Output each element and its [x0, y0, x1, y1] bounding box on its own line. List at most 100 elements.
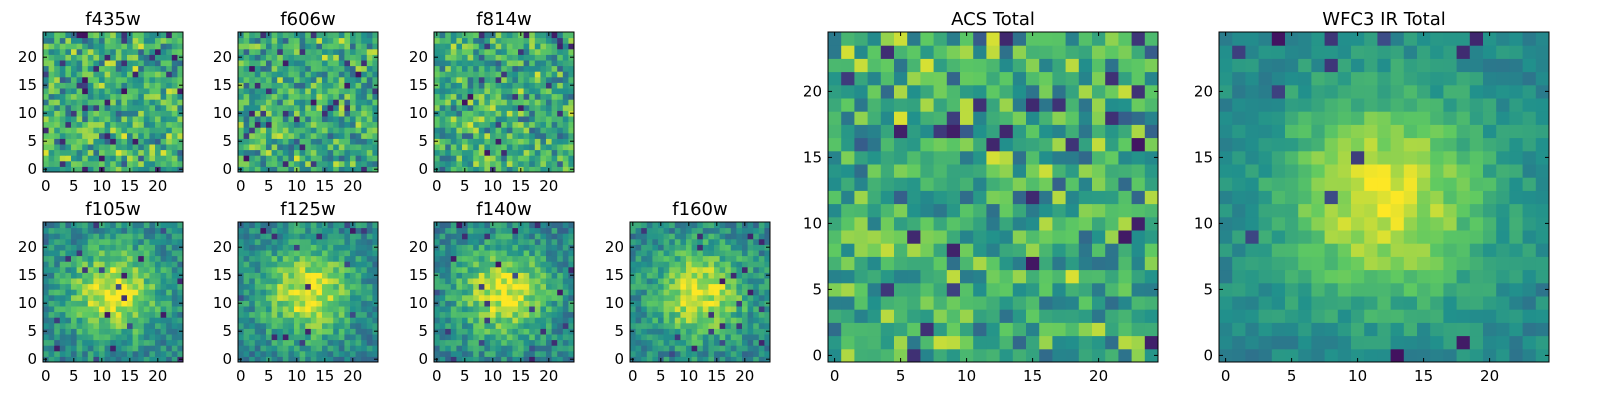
- heatmap-cell: [43, 289, 50, 296]
- heatmap-cell: [266, 289, 273, 296]
- heatmap-cell: [54, 155, 61, 162]
- heatmap-cell: [171, 300, 178, 307]
- heatmap-cell: [160, 88, 167, 95]
- heatmap-cell: [361, 356, 368, 363]
- heatmap-cell: [484, 266, 491, 273]
- heatmap-cell: [249, 334, 256, 341]
- heatmap-cell: [132, 144, 139, 151]
- heatmap-cell: [155, 322, 162, 329]
- heatmap-cell: [630, 238, 637, 245]
- heatmap-cell: [730, 278, 737, 285]
- heatmap-cell: [171, 71, 178, 78]
- heatmap-cell: [143, 339, 150, 346]
- heatmap-cell: [316, 334, 323, 341]
- heatmap-cell: [456, 250, 463, 257]
- heatmap-cell: [254, 322, 261, 329]
- heatmap-cell: [327, 37, 334, 44]
- heatmap-cell: [260, 88, 267, 95]
- heatmap-cell: [1078, 322, 1093, 337]
- heatmap-cell: [327, 250, 334, 257]
- heatmap-cell: [506, 132, 513, 139]
- heatmap-cell: [93, 250, 100, 257]
- heatmap-cell: [719, 311, 726, 318]
- heatmap-cell: [288, 132, 295, 139]
- heatmap-cell: [48, 278, 55, 285]
- heatmap-cell: [473, 132, 480, 139]
- heatmap-cell: [540, 121, 547, 128]
- heatmap-cell: [350, 48, 357, 55]
- heatmap-cell: [338, 244, 345, 251]
- heatmap-cell: [434, 339, 441, 346]
- heatmap-cell: [71, 311, 78, 318]
- heatmap-cell: [495, 160, 502, 167]
- heatmap-cell: [478, 356, 485, 363]
- heatmap-cell: [946, 269, 961, 284]
- heatmap-cell: [467, 272, 474, 279]
- heatmap-cell: [518, 99, 525, 106]
- y-tick-label: 10: [18, 104, 37, 122]
- heatmap-cell: [361, 43, 368, 50]
- heatmap-cell: [316, 93, 323, 100]
- heatmap-cell: [288, 104, 295, 111]
- heatmap-cell: [282, 311, 289, 318]
- heatmap-cell: [730, 306, 737, 313]
- heatmap-cell: [254, 300, 261, 307]
- heatmap-cell: [450, 144, 457, 151]
- heatmap-cell: [467, 289, 474, 296]
- heatmap-cell: [456, 60, 463, 67]
- heatmap-cell: [143, 289, 150, 296]
- heatmap-cell: [322, 272, 329, 279]
- heatmap-cell: [557, 289, 564, 296]
- heatmap-cell: [540, 238, 547, 245]
- heatmap-cell: [518, 272, 525, 279]
- heatmap-cell: [439, 160, 446, 167]
- heatmap-cell: [445, 345, 452, 352]
- heatmap-cell: [277, 261, 284, 268]
- heatmap-cell: [473, 138, 480, 145]
- heatmap-cell: [76, 289, 83, 296]
- heatmap-cell: [534, 238, 541, 245]
- heatmap-cell: [540, 222, 547, 229]
- heatmap-cell: [714, 255, 721, 262]
- heatmap-cell: [76, 82, 83, 89]
- heatmap-cell: [254, 311, 261, 318]
- heatmap-cell: [714, 334, 721, 341]
- heatmap-cell: [104, 294, 111, 301]
- heatmap-cell: [177, 99, 184, 106]
- heatmap-cell: [93, 322, 100, 329]
- heatmap-cell: [366, 88, 373, 95]
- heatmap-cell: [523, 227, 530, 234]
- heatmap-cell: [277, 160, 284, 167]
- heatmap-cell: [1078, 230, 1093, 244]
- heatmap-cell: [361, 104, 368, 111]
- heatmap-cell: [534, 311, 541, 318]
- heatmap-cell: [254, 138, 261, 145]
- heatmap-cell: [758, 272, 765, 279]
- heatmap-cell: [43, 104, 50, 111]
- heatmap-cell: [742, 266, 749, 273]
- y-tick-label: 0: [27, 160, 37, 178]
- heatmap-cell: [243, 306, 250, 313]
- heatmap-cell: [557, 155, 564, 162]
- heatmap-cell: [725, 255, 732, 262]
- heatmap-cell: [1144, 309, 1159, 323]
- heatmap-cell: [43, 233, 50, 240]
- heatmap-cell: [529, 350, 536, 357]
- heatmap-cell: [946, 256, 961, 271]
- heatmap-cell: [166, 227, 173, 234]
- heatmap-cell: [484, 32, 491, 39]
- heatmap-cell: [501, 149, 508, 156]
- heatmap-cell: [880, 348, 895, 363]
- heatmap-cell: [104, 244, 111, 251]
- heatmap-cell: [305, 272, 312, 279]
- heatmap-cell: [518, 138, 525, 145]
- heatmap-cell: [310, 278, 317, 285]
- heatmap-cell: [669, 328, 676, 335]
- heatmap-cell: [691, 283, 698, 290]
- heatmap-cell: [177, 222, 184, 229]
- heatmap-cell: [495, 138, 502, 145]
- heatmap-cell: [691, 339, 698, 346]
- heatmap-cell: [48, 345, 55, 352]
- heatmap-cell: [1144, 296, 1159, 310]
- heatmap-cell: [506, 121, 513, 128]
